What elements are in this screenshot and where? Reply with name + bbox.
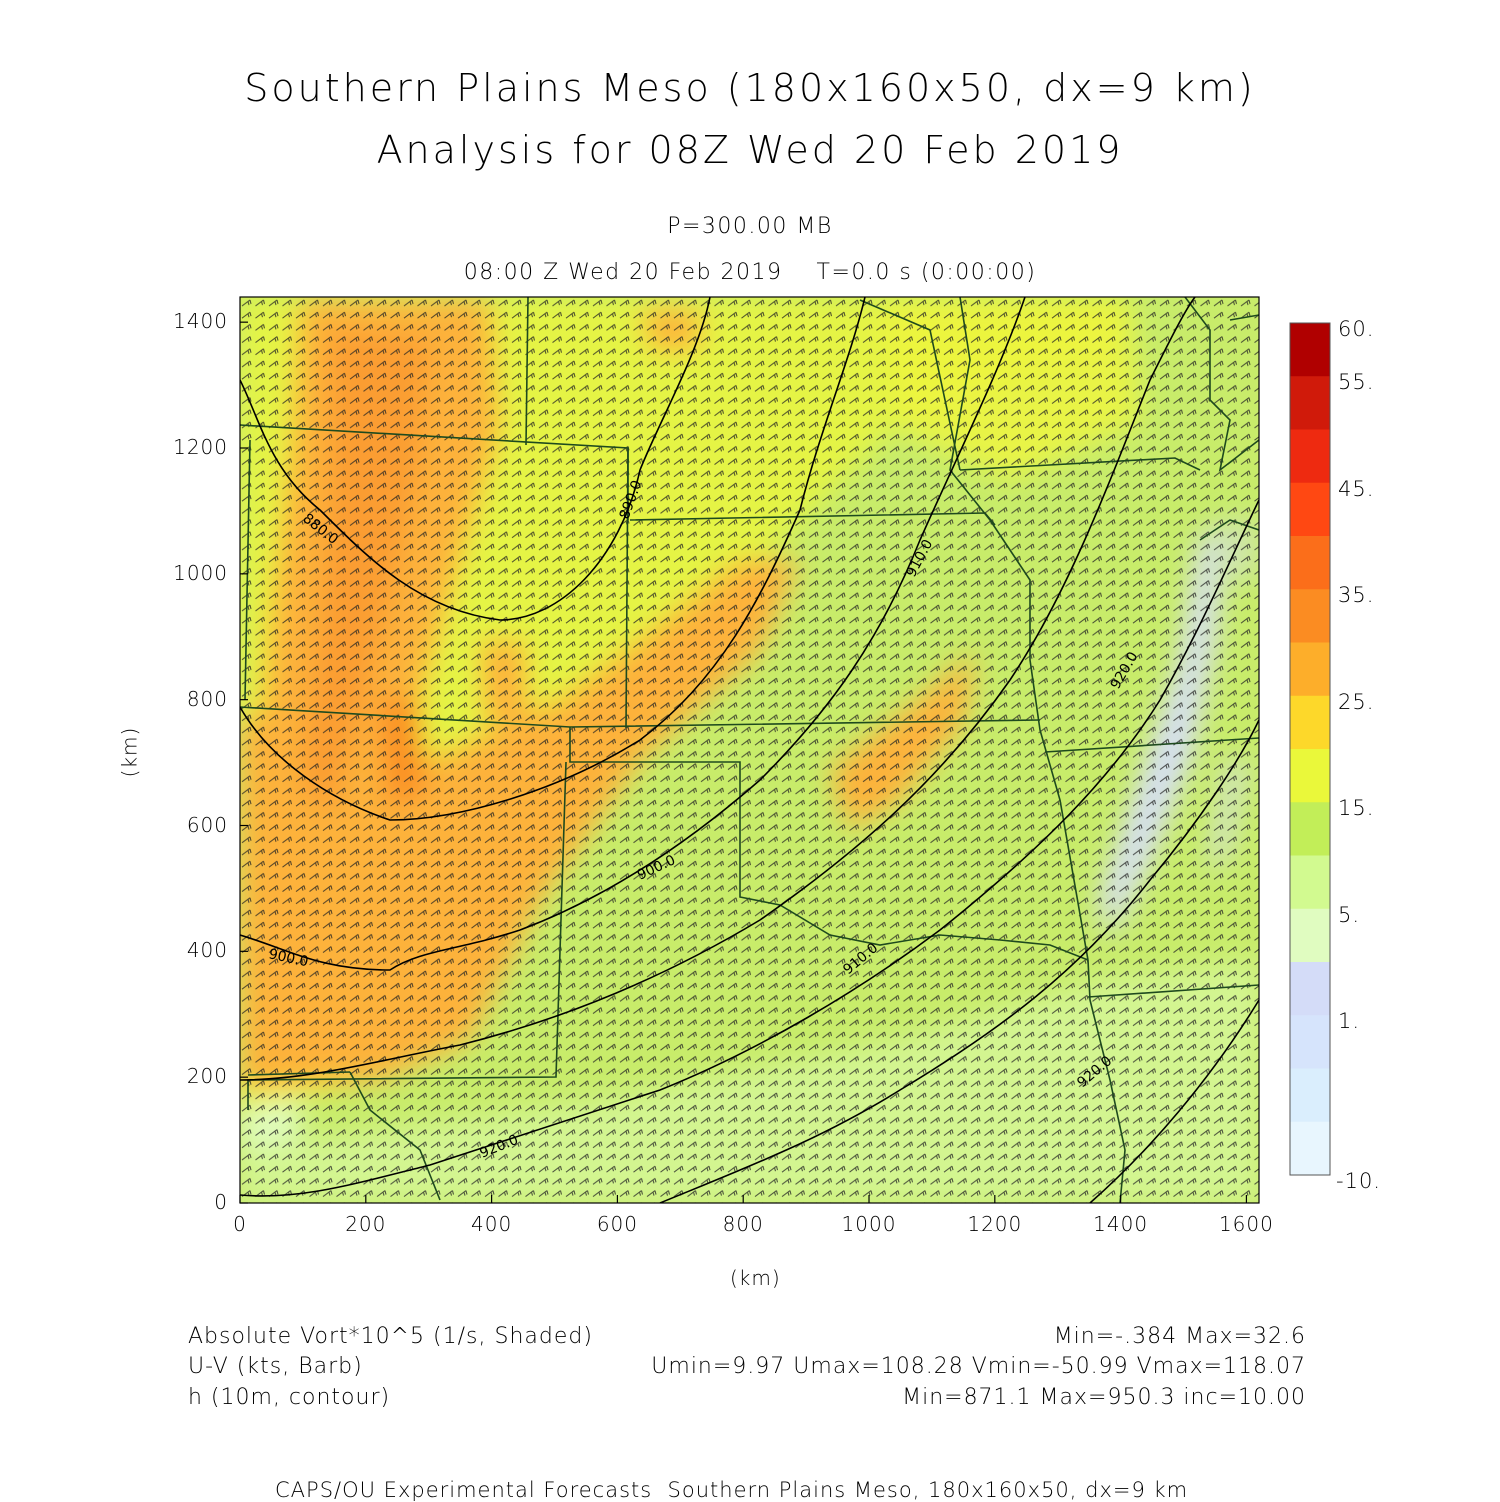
colorbar-label: 60. <box>1338 317 1375 341</box>
colorbar-segment <box>1290 855 1330 910</box>
colorbar-segment <box>1290 1121 1330 1176</box>
colorbar-segment <box>1290 642 1330 697</box>
colorbar-label: 25. <box>1338 689 1375 714</box>
y-tick-label: 1200 <box>173 435 228 459</box>
y-tick-label: 0 <box>214 1190 228 1214</box>
colorbar-label: 15. <box>1338 796 1375 821</box>
colorbar-segment <box>1290 429 1330 484</box>
legend-vort-range: Min=-.384 Max=32.6 <box>1053 1324 1306 1349</box>
colorbar-segment <box>1290 536 1330 590</box>
y-axis-label: (km) <box>117 726 142 778</box>
colorbar-frame <box>1289 322 1331 1176</box>
colorbar-segment <box>1290 589 1330 643</box>
legend-height-range: Min=871.1 Max=950.3 inc=10.00 <box>902 1385 1306 1410</box>
legend-wind: U-V (kts, Barb) <box>188 1354 363 1379</box>
plot-frame <box>239 296 1260 1204</box>
x-tick-label: 800 <box>722 1212 764 1236</box>
colorbar-segment <box>1290 908 1330 963</box>
x-tick-label: 1400 <box>1093 1212 1149 1236</box>
x-tick-label: 1200 <box>967 1212 1023 1236</box>
colorbar-label: 1. <box>1338 1009 1361 1034</box>
y-tick-label: 200 <box>186 1064 228 1089</box>
colorbar-label: 5. <box>1338 902 1361 927</box>
colorbar-segment <box>1290 695 1330 750</box>
axis-ticks <box>239 321 1248 1204</box>
colorbar-label: 55. <box>1338 370 1375 395</box>
time-label: 08:00 Z Wed 20 Feb 2019 T=0.0 s (0:00:00… <box>463 260 1037 285</box>
colorbar-label: 35. <box>1338 583 1375 608</box>
colorbar-segment <box>1290 1015 1330 1069</box>
colorbar-label: 45. <box>1338 476 1375 501</box>
vorticity-field: 880.0 890.0 900.0 900.0 910.0 910.0 920.… <box>240 297 1259 1203</box>
colorbar-segment <box>1290 482 1330 537</box>
x-axis-label: (km) <box>730 1266 781 1290</box>
height-contours <box>240 297 1259 1203</box>
y-tick-label: 800 <box>186 686 228 711</box>
y-tick-label: 400 <box>186 938 228 963</box>
legend-wind-range: Umin=9.97 Umax=108.28 Vmin=-50.99 Vmax=1… <box>651 1354 1306 1379</box>
colorbar-segment <box>1290 1068 1330 1123</box>
legend-vort: Absolute Vort*10^5 (1/s, Shaded) <box>188 1324 593 1349</box>
colorbar-segment <box>1290 323 1330 377</box>
colorbar <box>1289 322 1331 1176</box>
x-tick-label: 600 <box>596 1212 638 1236</box>
title-line-2: Analysis for 08Z Wed 20 Feb 2019 <box>376 128 1124 172</box>
legend-height: h (10m, contour) <box>188 1385 391 1410</box>
x-tick-label: 1000 <box>841 1212 897 1236</box>
state-boundaries <box>240 297 1259 1203</box>
y-tick-label: 600 <box>186 812 228 837</box>
title-line-1: Southern Plains Meso (180x160x50, dx=9 k… <box>244 66 1256 110</box>
colorbar-segment <box>1290 749 1330 803</box>
x-tick-label: 0 <box>233 1212 247 1236</box>
footer-credit: CAPS/OU Experimental Forecasts Southern … <box>275 1478 1189 1502</box>
x-tick-label: 200 <box>345 1212 387 1236</box>
y-tick-label: 1400 <box>173 309 228 334</box>
colorbar-segment <box>1290 802 1330 856</box>
x-tick-label: 1600 <box>1218 1212 1274 1236</box>
x-tick-label: 400 <box>471 1212 513 1236</box>
colorbar-segment <box>1290 962 1330 1016</box>
level-label: P=300.00 MB <box>667 214 833 239</box>
colorbar-segment <box>1290 376 1330 430</box>
y-tick-label: 1000 <box>173 560 228 585</box>
colorbar-label: -10. <box>1336 1169 1381 1193</box>
